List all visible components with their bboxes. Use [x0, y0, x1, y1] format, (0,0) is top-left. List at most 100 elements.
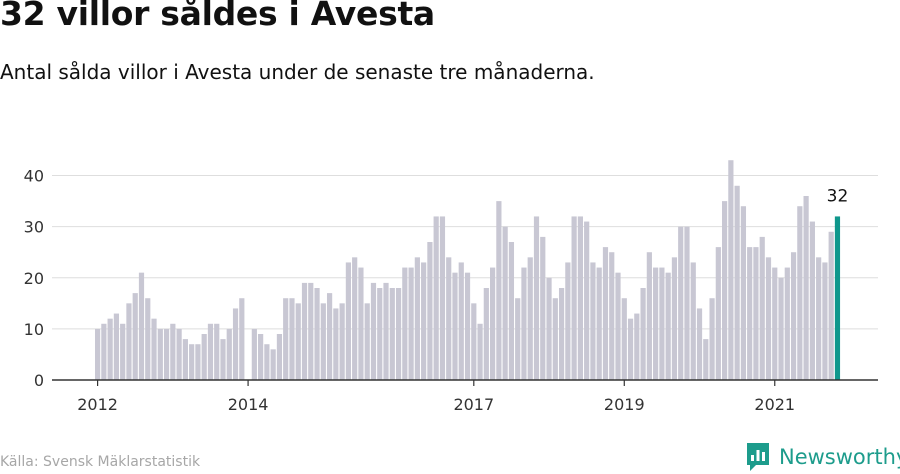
bar	[690, 262, 696, 380]
y-tick-label: 30	[24, 218, 44, 237]
bar	[753, 247, 759, 380]
x-tick-label: 2021	[754, 395, 795, 414]
bar	[163, 328, 170, 380]
bar	[295, 303, 301, 380]
bar	[370, 282, 377, 380]
bar	[565, 262, 571, 380]
bar	[740, 206, 747, 380]
bar	[395, 288, 402, 380]
bar	[477, 323, 483, 380]
bar	[113, 313, 120, 380]
bar	[107, 318, 113, 380]
bar	[621, 298, 627, 380]
bar	[734, 185, 740, 380]
bar	[790, 252, 797, 380]
x-tick-label: 2012	[77, 395, 118, 414]
newsworthy-logo-icon	[747, 443, 769, 471]
bar	[132, 293, 138, 380]
bar	[809, 221, 815, 380]
bar	[615, 272, 621, 380]
bar	[383, 282, 389, 380]
bar	[703, 339, 709, 380]
bar	[283, 298, 289, 380]
bar	[195, 344, 201, 380]
highlight-bar	[834, 216, 841, 380]
bar	[728, 160, 734, 380]
bar	[214, 323, 220, 380]
bar	[797, 206, 803, 380]
y-tick-label: 10	[24, 320, 44, 339]
bar	[502, 226, 508, 380]
bar	[634, 313, 640, 380]
bar	[784, 267, 790, 380]
bar	[828, 231, 834, 380]
bar	[339, 303, 345, 380]
bar	[571, 216, 577, 380]
bar	[684, 226, 690, 380]
bar	[590, 262, 596, 380]
bar	[320, 303, 326, 380]
brand-logo: Newsworthy	[745, 441, 900, 473]
bar	[584, 221, 590, 380]
bar	[759, 236, 765, 380]
bar	[145, 298, 151, 380]
data-labels: 32	[827, 186, 849, 206]
bar	[546, 277, 552, 380]
y-tick-label: 20	[24, 269, 44, 288]
bar	[483, 288, 489, 380]
bar	[452, 272, 458, 380]
bar-chart: 0 10 20 30 40 2012 2014 2017 2019 2021 32	[24, 160, 878, 414]
bar	[665, 272, 671, 380]
x-tick-label: 2014	[228, 395, 269, 414]
bar	[602, 247, 609, 380]
bar	[377, 288, 383, 380]
bar	[709, 298, 715, 380]
bar	[822, 262, 828, 380]
bar	[521, 267, 527, 380]
bar	[157, 328, 163, 380]
bar	[464, 272, 471, 380]
source-note: Källa: Svensk Mäklarstatistik	[0, 454, 201, 470]
bar	[496, 201, 502, 380]
bar	[251, 328, 257, 380]
bar	[182, 339, 188, 380]
bar	[816, 257, 822, 380]
bar	[170, 323, 176, 380]
y-tick-label: 40	[24, 167, 44, 186]
bar	[778, 277, 784, 380]
bar	[220, 339, 226, 380]
bar	[696, 308, 703, 380]
bar	[364, 303, 370, 380]
chart-title: 32 villor såldes i Avesta	[0, 0, 435, 33]
chart-subtitle: Antal sålda villor i Avesta under de sen…	[0, 60, 595, 84]
bar	[439, 216, 446, 380]
bar	[577, 216, 583, 380]
bar	[646, 252, 652, 380]
x-tick-label: 2017	[453, 395, 494, 414]
brand-name: Newsworthy	[779, 445, 900, 469]
bar	[126, 303, 132, 380]
bar	[640, 288, 646, 380]
bar	[527, 257, 533, 380]
bar	[765, 257, 772, 380]
bar	[715, 247, 721, 380]
bar	[408, 267, 414, 380]
bar	[264, 344, 270, 380]
bar	[427, 242, 433, 380]
bar	[540, 236, 546, 380]
y-tick-label: 0	[34, 371, 44, 390]
bar	[414, 257, 420, 380]
bar	[659, 267, 665, 380]
bar	[270, 349, 276, 380]
x-tick-label: 2019	[604, 395, 645, 414]
bar	[120, 323, 126, 380]
bar	[151, 318, 157, 380]
bar	[176, 328, 182, 380]
bar	[421, 262, 427, 380]
bar	[389, 288, 395, 380]
bar	[232, 308, 239, 380]
bars	[95, 160, 841, 380]
bar	[596, 267, 602, 380]
bar	[239, 298, 245, 380]
bar	[402, 267, 408, 380]
